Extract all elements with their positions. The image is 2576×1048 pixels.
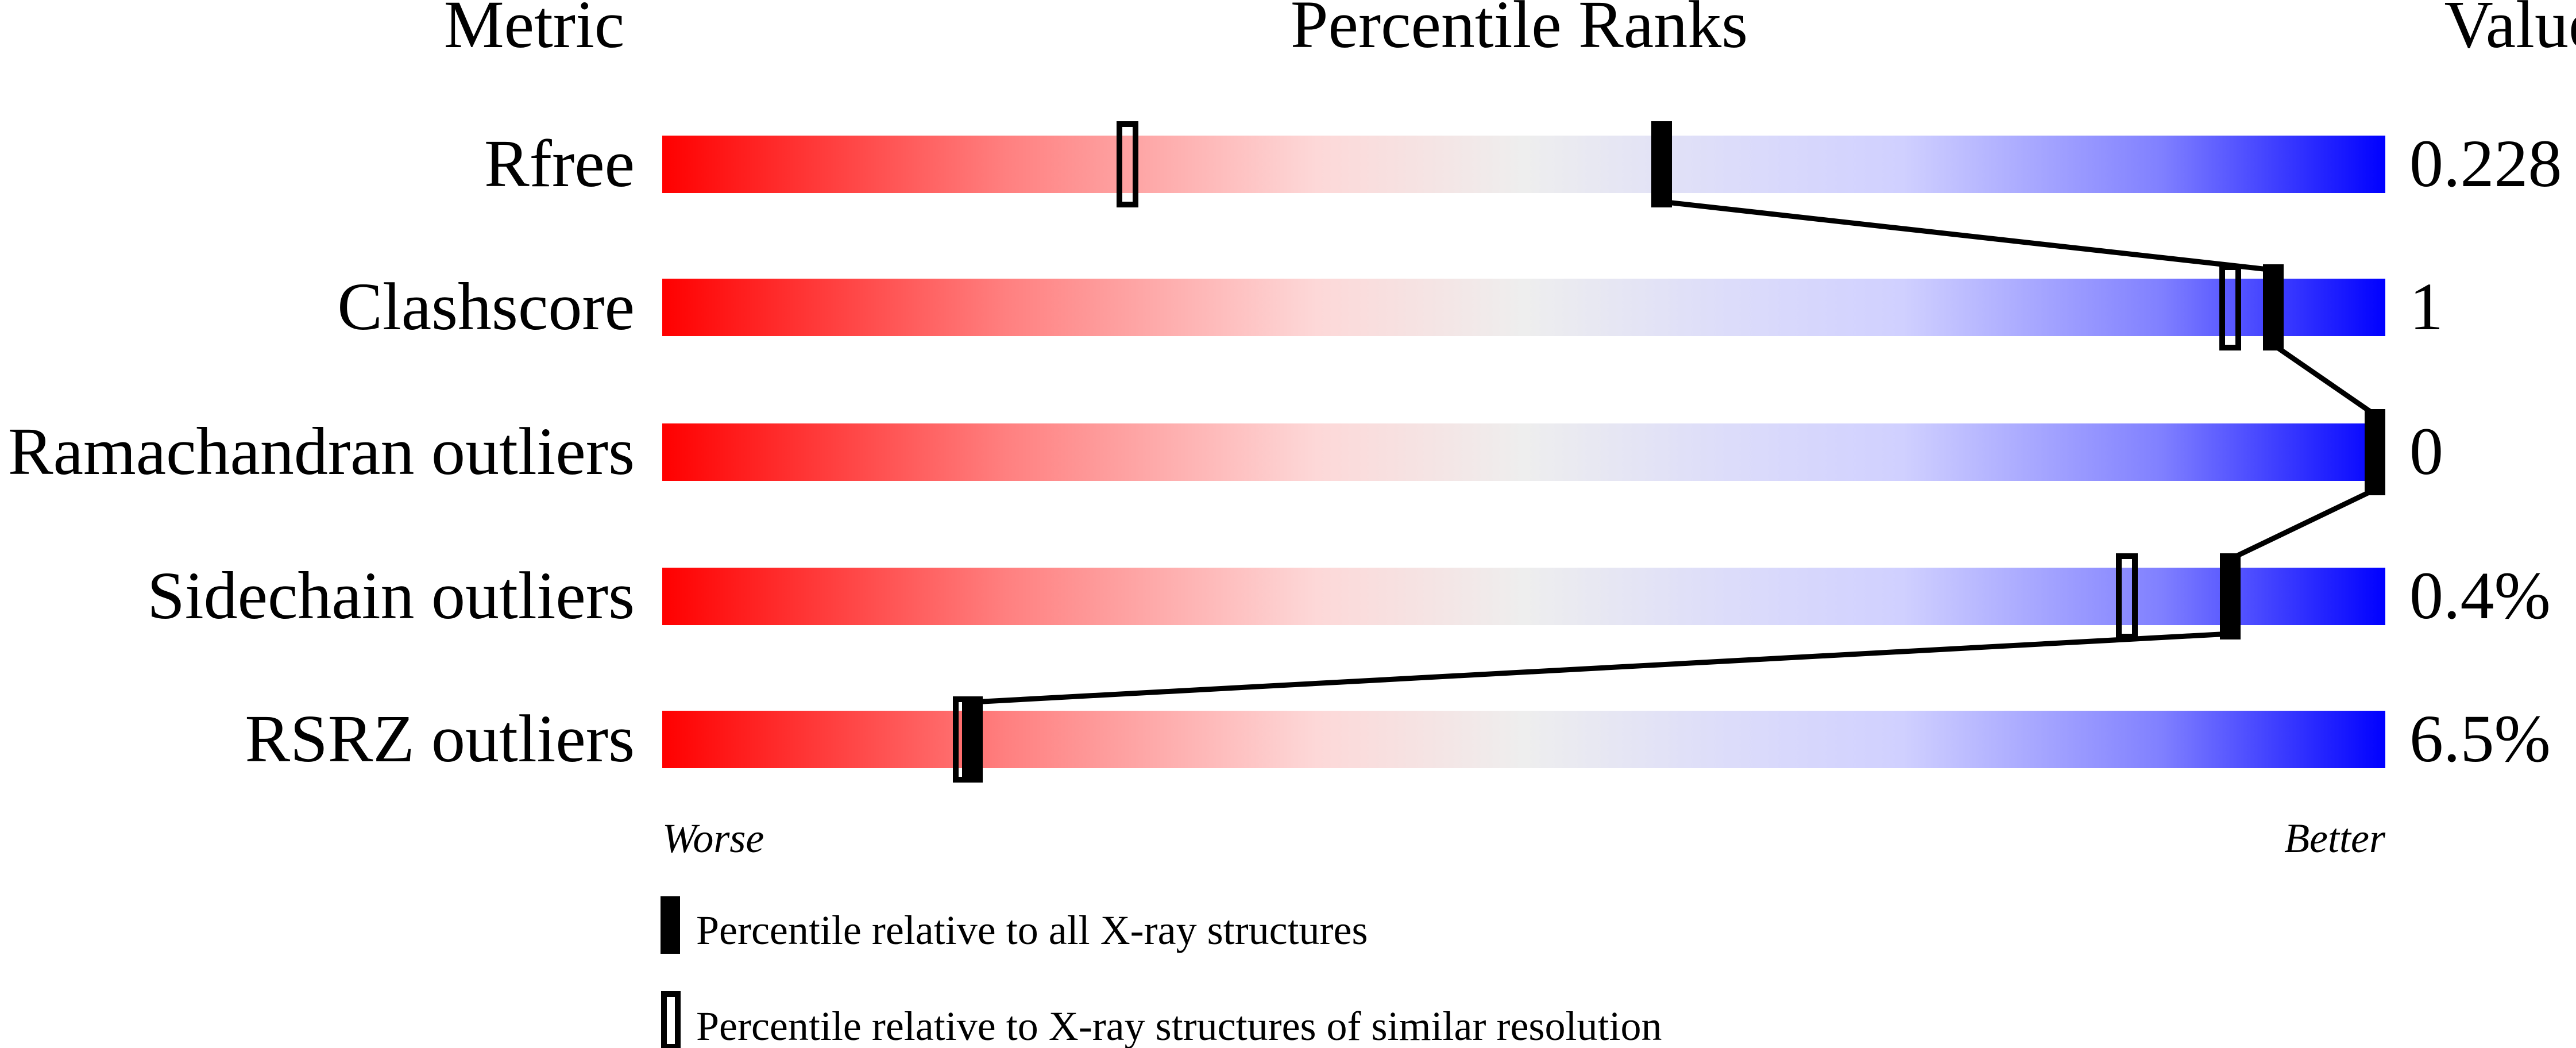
metric-row: Rfree 0.228 [484, 126, 2562, 201]
metric-value: 6.5% [2409, 701, 2551, 776]
worse-label: Worse [662, 815, 764, 861]
metric-value: 1 [2409, 269, 2443, 344]
legend-open-label: Percentile relative to X-ray structures … [696, 1003, 1662, 1048]
metric-label: Rfree [484, 126, 635, 201]
percentile-bar [662, 711, 2385, 768]
legend-open-marker [661, 991, 681, 1048]
metric-label: Sidechain outliers [147, 558, 635, 633]
percentile-bar [662, 136, 2385, 193]
legend-filled-marker [661, 896, 680, 954]
connector-line [1661, 199, 2274, 273]
percentile-similar-marker [2116, 553, 2138, 639]
percentile-all-marker [1651, 121, 1672, 207]
metric-row: Clashscore 1 [337, 269, 2443, 344]
metric-row: Sidechain outliers 0.4% [147, 558, 2551, 633]
percentile-all-marker [2263, 264, 2284, 350]
percentile-similar-marker [1117, 121, 1138, 207]
percentile-all-marker [962, 696, 983, 783]
percentile-bar [662, 568, 2385, 625]
percentile-all-marker [2220, 553, 2241, 639]
percentile-bar [662, 423, 2385, 481]
better-label: Better [2284, 815, 2386, 861]
metric-row: RSRZ outliers 6.5% [245, 701, 2550, 776]
percentile-bar [662, 279, 2385, 336]
metric-value: 0.4% [2409, 558, 2551, 633]
header-ranks: Percentile Ranks [1291, 0, 1748, 62]
metric-row: Ramachandran outliers 0 [8, 414, 2443, 489]
legend-filled-label: Percentile relative to all X-ray structu… [696, 907, 1368, 953]
header-value: Value [2444, 0, 2576, 62]
header-metric: Metric [444, 0, 625, 62]
percentile-similar-marker [2219, 264, 2241, 350]
connector-line [2229, 487, 2376, 562]
metric-value: 0 [2409, 414, 2443, 489]
metric-label: Clashscore [337, 269, 635, 344]
metric-label: RSRZ outliers [245, 701, 635, 776]
connector-line [972, 631, 2231, 705]
metric-value: 0.228 [2409, 126, 2562, 201]
percentile-all-marker [2365, 409, 2385, 495]
connector-line [2272, 342, 2377, 417]
metric-label: Ramachandran outliers [8, 414, 635, 489]
